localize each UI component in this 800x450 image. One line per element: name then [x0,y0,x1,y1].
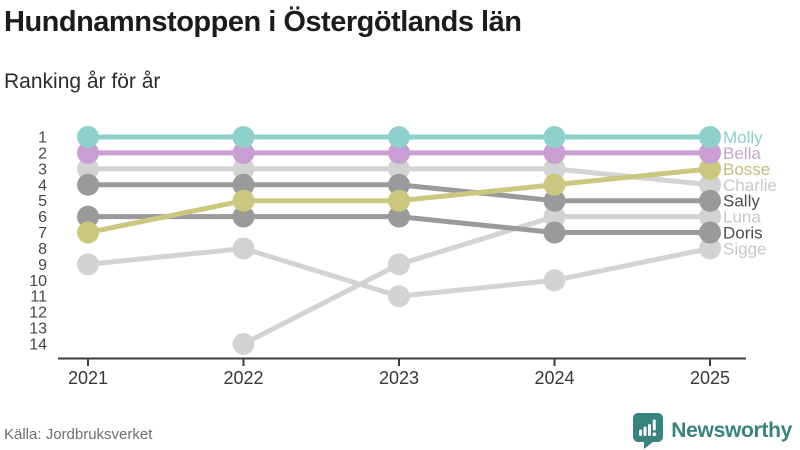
rank-tick-label: 4 [38,177,47,194]
chart-subtitle: Ranking år för år [4,70,161,93]
data-point-doris [77,205,99,228]
series-line-luna [242,214,710,347]
data-point-sally [77,173,99,196]
rank-tick-label: 12 [29,305,47,322]
data-point-luna [388,253,410,276]
x-axis-tick-label: 2021 [68,368,108,388]
rank-tick-label: 10 [29,273,47,290]
data-point-bosse [543,173,566,196]
rank-tick-label: 14 [29,336,47,353]
series-label-bella: Bella [723,144,761,163]
data-point-bella [699,141,721,164]
data-point-sigge [699,237,721,260]
data-point-bella [232,141,255,164]
series-label-luna: Luna [723,208,761,227]
x-axis-tick-label: 2025 [690,368,730,388]
brand-logo: Newsworthy [633,413,792,449]
series-label-sally: Sally [723,192,760,211]
data-point-luna [232,332,255,355]
data-point-doris [543,221,566,244]
data-point-molly [77,126,99,148]
rank-tick-label: 9 [38,257,47,274]
rank-tick-label: 3 [38,161,47,178]
data-point-charlie [543,157,566,180]
x-axis-tick-label: 2022 [223,368,263,388]
rank-tick-label: 13 [29,321,47,338]
rank-tick-label: 2 [38,145,47,162]
source-note: Källa: Jordbruksverket [4,426,153,443]
data-point-doris [388,205,410,228]
series-label-charlie: Charlie [723,176,777,195]
brand-name: Newsworthy [671,419,792,442]
data-point-molly [232,126,255,148]
data-point-charlie [388,157,410,180]
data-point-luna [543,205,566,228]
data-point-bella [543,141,566,164]
data-point-molly [543,126,566,148]
data-point-molly [699,126,721,148]
data-point-luna [699,205,721,228]
x-axis-tick-label: 2023 [379,368,419,388]
data-point-sigge [543,269,566,292]
data-point-sally [232,173,255,196]
rank-tick-label: 8 [38,241,47,258]
rank-tick-label: 6 [38,209,47,226]
rank-tick-label: 5 [38,193,47,210]
data-point-sally [699,189,721,212]
data-point-sigge [232,237,255,260]
data-point-bella [388,141,410,164]
rank-tick-label: 7 [38,225,47,242]
data-point-bosse [232,189,255,212]
data-point-bosse [77,221,99,244]
data-point-bosse [388,189,410,212]
series-label-bosse: Bosse [723,160,770,179]
series-label-molly: Molly [723,128,763,147]
data-point-molly [388,126,410,148]
rank-tick-label: 11 [30,289,47,306]
data-point-sally [543,189,566,212]
data-point-sigge [77,253,99,276]
series-label-doris: Doris [723,224,763,243]
rank-tick-label: 1 [38,130,47,147]
series-label-sigge: Sigge [723,239,766,258]
data-point-charlie [232,157,255,180]
data-point-doris [232,205,255,228]
data-point-charlie [77,157,99,180]
newsworthy-icon [633,413,664,449]
data-point-sally [388,173,410,196]
data-point-bella [77,141,99,164]
data-point-bosse [699,157,721,180]
chart-title: Hundnamnstoppen i Östergötlands län [4,6,522,38]
data-point-charlie [699,173,721,196]
x-axis-tick-label: 2024 [534,368,574,388]
data-point-doris [699,221,721,244]
data-point-sigge [388,285,410,308]
